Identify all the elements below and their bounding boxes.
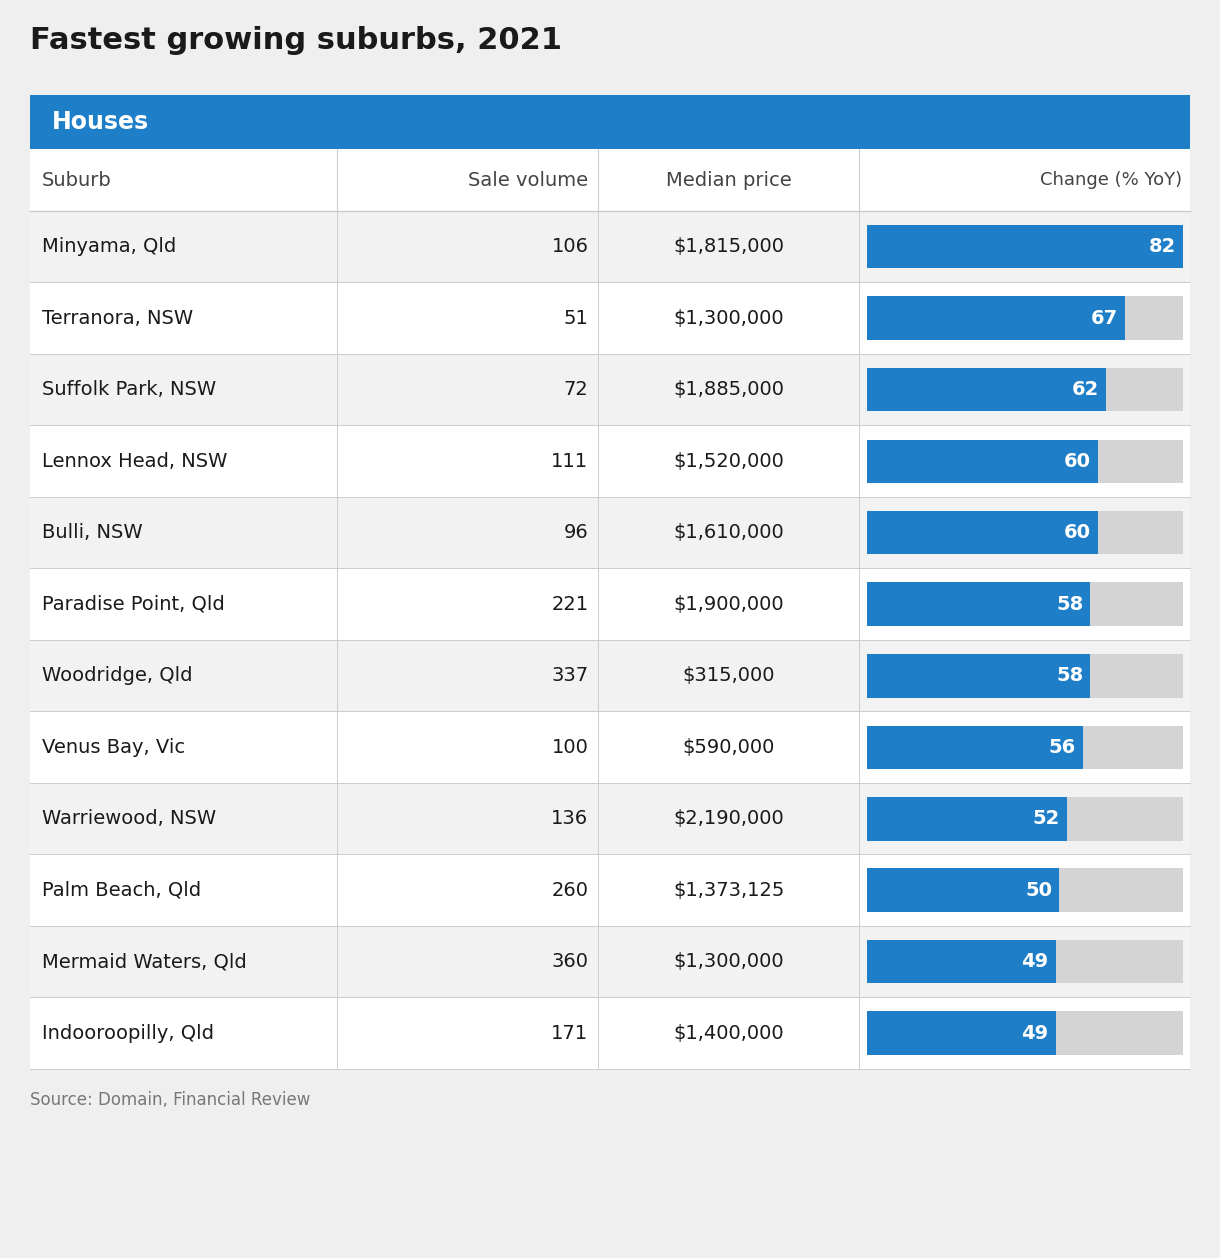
FancyBboxPatch shape bbox=[30, 640, 1190, 712]
Text: $1,300,000: $1,300,000 bbox=[673, 308, 784, 328]
Text: $1,900,000: $1,900,000 bbox=[673, 595, 784, 614]
Text: 337: 337 bbox=[551, 667, 588, 686]
Text: Source: Domain, Financial Review: Source: Domain, Financial Review bbox=[30, 1091, 310, 1110]
Text: Suburb: Suburb bbox=[41, 171, 112, 190]
Text: Fastest growing suburbs, 2021: Fastest growing suburbs, 2021 bbox=[30, 26, 562, 55]
Text: 52: 52 bbox=[1033, 809, 1060, 828]
Text: Indooroopilly, Qld: Indooroopilly, Qld bbox=[41, 1024, 214, 1043]
Text: 136: 136 bbox=[551, 809, 588, 828]
FancyBboxPatch shape bbox=[30, 283, 1190, 353]
Text: 62: 62 bbox=[1071, 380, 1099, 399]
FancyBboxPatch shape bbox=[866, 369, 1105, 411]
Text: Terranora, NSW: Terranora, NSW bbox=[41, 308, 193, 328]
Text: $1,373,125: $1,373,125 bbox=[673, 881, 784, 899]
FancyBboxPatch shape bbox=[866, 582, 1091, 626]
Text: Woodridge, Qld: Woodridge, Qld bbox=[41, 667, 193, 686]
FancyBboxPatch shape bbox=[866, 1011, 1183, 1055]
FancyBboxPatch shape bbox=[866, 369, 1183, 411]
FancyBboxPatch shape bbox=[30, 926, 1190, 998]
FancyBboxPatch shape bbox=[30, 569, 1190, 640]
Text: 360: 360 bbox=[551, 952, 588, 971]
FancyBboxPatch shape bbox=[866, 868, 1059, 912]
Text: 56: 56 bbox=[1048, 737, 1076, 757]
Text: $1,815,000: $1,815,000 bbox=[673, 238, 784, 257]
Text: Lennox Head, NSW: Lennox Head, NSW bbox=[41, 452, 227, 470]
Text: 58: 58 bbox=[1057, 667, 1083, 686]
Text: Sale volume: Sale volume bbox=[468, 171, 588, 190]
Text: Venus Bay, Vic: Venus Bay, Vic bbox=[41, 737, 185, 757]
FancyBboxPatch shape bbox=[866, 940, 1055, 984]
FancyBboxPatch shape bbox=[30, 148, 1190, 1069]
Text: 49: 49 bbox=[1021, 1024, 1048, 1043]
Text: 60: 60 bbox=[1064, 452, 1091, 470]
FancyBboxPatch shape bbox=[866, 439, 1183, 483]
Text: $1,520,000: $1,520,000 bbox=[673, 452, 784, 470]
Text: Suffolk Park, NSW: Suffolk Park, NSW bbox=[41, 380, 216, 399]
Text: 50: 50 bbox=[1025, 881, 1053, 899]
FancyBboxPatch shape bbox=[30, 425, 1190, 497]
Text: Palm Beach, Qld: Palm Beach, Qld bbox=[41, 881, 201, 899]
Text: Change (% YoY): Change (% YoY) bbox=[1039, 171, 1182, 189]
Text: $1,885,000: $1,885,000 bbox=[673, 380, 784, 399]
Text: Mermaid Waters, Qld: Mermaid Waters, Qld bbox=[41, 952, 246, 971]
FancyBboxPatch shape bbox=[30, 782, 1190, 854]
Text: $315,000: $315,000 bbox=[683, 667, 775, 686]
FancyBboxPatch shape bbox=[866, 798, 1068, 840]
FancyBboxPatch shape bbox=[866, 940, 1183, 984]
Text: $1,300,000: $1,300,000 bbox=[673, 952, 784, 971]
Text: 72: 72 bbox=[564, 380, 588, 399]
Text: 221: 221 bbox=[551, 595, 588, 614]
Text: Warriewood, NSW: Warriewood, NSW bbox=[41, 809, 216, 828]
FancyBboxPatch shape bbox=[866, 726, 1183, 769]
FancyBboxPatch shape bbox=[866, 654, 1091, 697]
FancyBboxPatch shape bbox=[866, 654, 1183, 697]
FancyBboxPatch shape bbox=[30, 998, 1190, 1069]
FancyBboxPatch shape bbox=[866, 297, 1183, 340]
FancyBboxPatch shape bbox=[866, 726, 1082, 769]
Text: $2,190,000: $2,190,000 bbox=[673, 809, 784, 828]
FancyBboxPatch shape bbox=[866, 582, 1183, 626]
Text: 49: 49 bbox=[1021, 952, 1048, 971]
Text: 60: 60 bbox=[1064, 523, 1091, 542]
FancyBboxPatch shape bbox=[866, 225, 1183, 268]
FancyBboxPatch shape bbox=[30, 96, 1190, 148]
Text: $1,400,000: $1,400,000 bbox=[673, 1024, 784, 1043]
FancyBboxPatch shape bbox=[30, 353, 1190, 425]
FancyBboxPatch shape bbox=[30, 854, 1190, 926]
Text: 67: 67 bbox=[1091, 308, 1118, 328]
Text: 260: 260 bbox=[551, 881, 588, 899]
Text: $1,610,000: $1,610,000 bbox=[673, 523, 784, 542]
FancyBboxPatch shape bbox=[866, 439, 1098, 483]
Text: 111: 111 bbox=[551, 452, 588, 470]
Text: 51: 51 bbox=[564, 308, 588, 328]
Text: 171: 171 bbox=[551, 1024, 588, 1043]
FancyBboxPatch shape bbox=[30, 712, 1190, 782]
FancyBboxPatch shape bbox=[866, 297, 1125, 340]
Text: Paradise Point, Qld: Paradise Point, Qld bbox=[41, 595, 224, 614]
Text: Houses: Houses bbox=[52, 109, 149, 135]
Text: 58: 58 bbox=[1057, 595, 1083, 614]
Text: 106: 106 bbox=[551, 238, 588, 257]
Text: Median price: Median price bbox=[666, 171, 792, 190]
Text: 82: 82 bbox=[1148, 238, 1176, 257]
FancyBboxPatch shape bbox=[866, 798, 1183, 840]
FancyBboxPatch shape bbox=[866, 511, 1183, 555]
Text: 96: 96 bbox=[564, 523, 588, 542]
Text: $590,000: $590,000 bbox=[683, 737, 775, 757]
FancyBboxPatch shape bbox=[866, 1011, 1055, 1055]
Text: Minyama, Qld: Minyama, Qld bbox=[41, 238, 176, 257]
FancyBboxPatch shape bbox=[30, 497, 1190, 569]
FancyBboxPatch shape bbox=[866, 225, 1183, 268]
FancyBboxPatch shape bbox=[30, 211, 1190, 283]
FancyBboxPatch shape bbox=[866, 868, 1183, 912]
Text: 100: 100 bbox=[551, 737, 588, 757]
Text: Bulli, NSW: Bulli, NSW bbox=[41, 523, 143, 542]
FancyBboxPatch shape bbox=[866, 511, 1098, 555]
